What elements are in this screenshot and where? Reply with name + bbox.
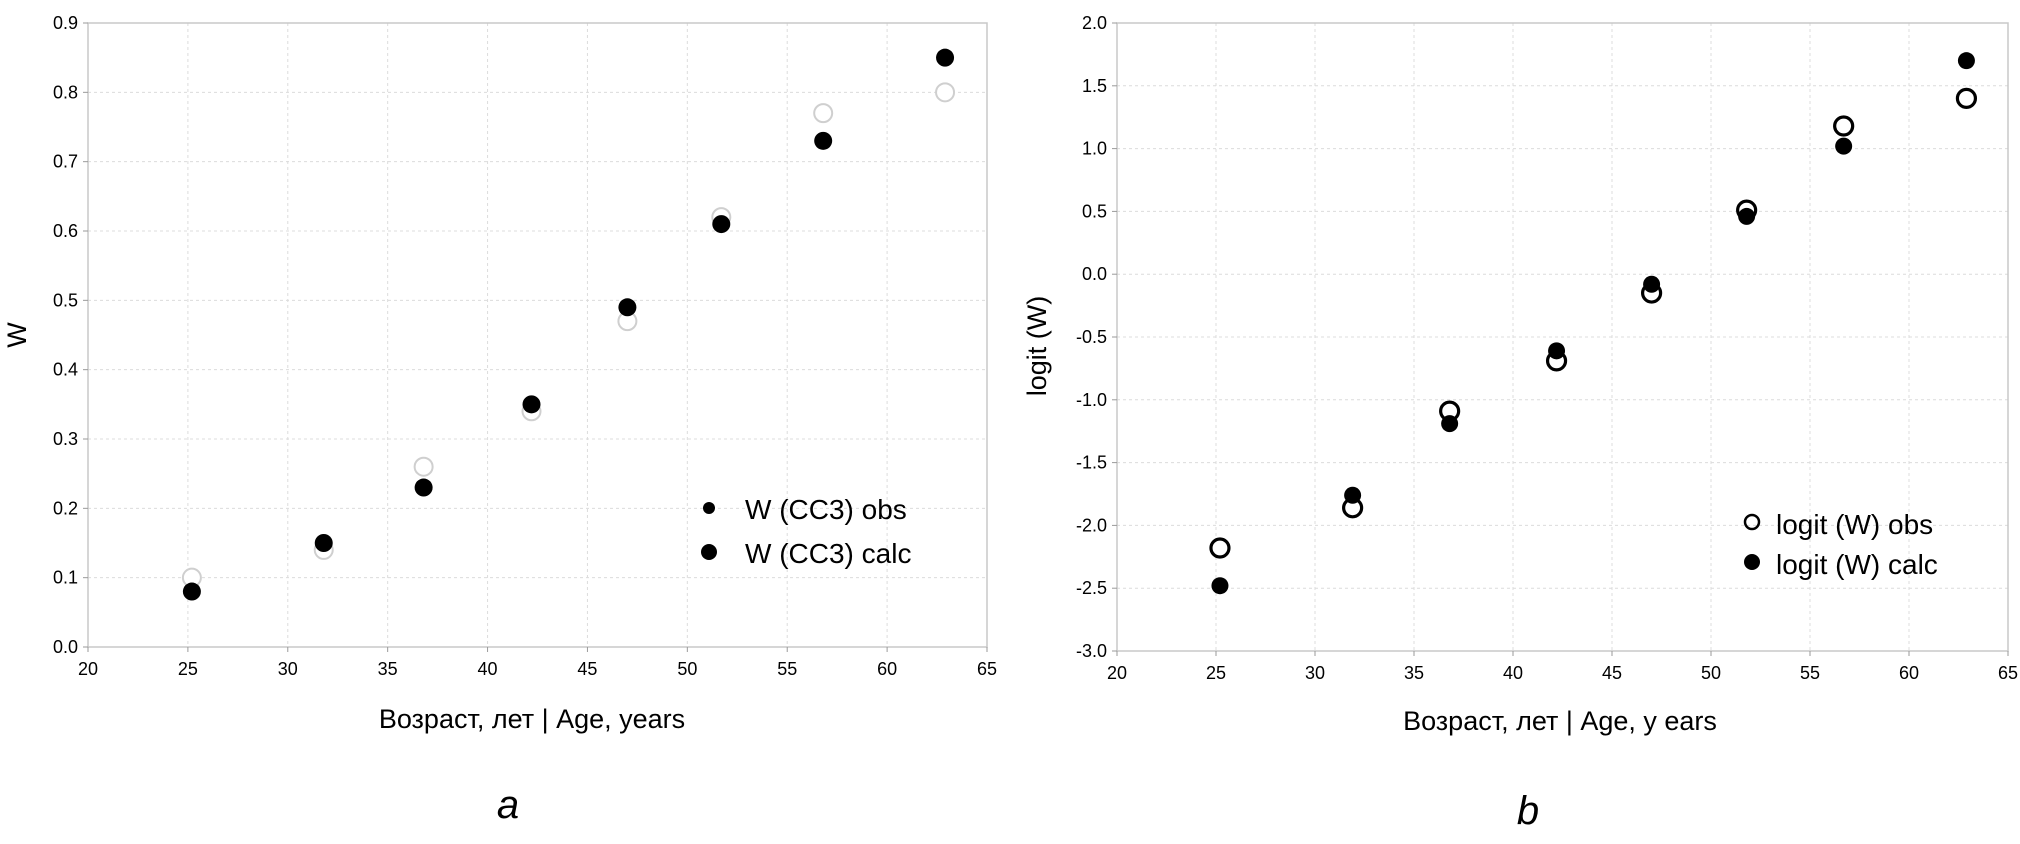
chart-a-legend-calc-label: W (CC3) calc [745, 538, 911, 569]
chart-a-y-tick-label: 0.3 [53, 429, 78, 449]
chart-a-x-tick-label: 20 [78, 659, 98, 679]
chart-a-legend: W (CC3) obs W (CC3) calc [701, 494, 911, 569]
chart-b-y-tick-label: -3.0 [1076, 641, 1107, 661]
chart-a-y-tick-label: 0.0 [53, 637, 78, 657]
chart-b-x-tick-label: 30 [1305, 663, 1325, 683]
chart-a-y-tick-label: 0.9 [53, 13, 78, 33]
chart-b-calc-point [1835, 137, 1853, 155]
chart-a-calc-point [712, 215, 731, 234]
chart-a-obs-point [813, 103, 834, 124]
chart-a-age-vs-w: 20 25 30 35 40 45 50 55 60 65 0.0 0.1 0.2 0.3 0.4 0.5 0.… [2, 13, 997, 827]
chart-b-calc-point [1211, 577, 1229, 595]
chart-b-y-tick-label: -2.0 [1076, 515, 1107, 535]
chart-b-x-tick-label: 55 [1800, 663, 1820, 683]
chart-a-legend-calc-marker [701, 544, 717, 560]
chart-b-obs-point [1833, 115, 1855, 137]
chart-b-x-axis-label: Возраст, лет | Age, y ears [1403, 706, 1717, 736]
chart-a-ticks: 20 25 30 35 40 45 50 55 60 65 0.0 0.1 0.2 0.3 0.4 0.5 0.… [53, 13, 997, 679]
chart-b-y-tick-label: 2.0 [1082, 13, 1107, 33]
chart-a-y-tick-label: 0.7 [53, 152, 78, 172]
chart-b-y-tick-label: -1.5 [1076, 453, 1107, 473]
chart-b-y-tick-label: 0.5 [1082, 201, 1107, 221]
chart-b-y-axis-label: logit (W) [1022, 296, 1052, 397]
chart-b-legend-obs-label: logit (W) obs [1776, 509, 1933, 540]
chart-a-legend-obs-marker [703, 502, 715, 514]
chart-a-obs-point [413, 456, 434, 477]
chart-b-x-tick-label: 60 [1899, 663, 1919, 683]
chart-b-ticks: 20 25 30 35 40 45 50 55 60 65 -3.0 -2.5 -2.0 -1.5 -1.0… [1076, 13, 2018, 683]
chart-a-y-tick-label: 0.4 [53, 360, 78, 380]
chart-b-x-tick-label: 50 [1701, 663, 1721, 683]
chart-a-plot-frame [87, 22, 988, 648]
chart-a-y-tick-label: 0.2 [53, 498, 78, 518]
chart-a-calc-point [814, 131, 833, 150]
chart-b-legend: logit (W) obs logit (W) calc [1743, 509, 1938, 580]
chart-a-calc-point [314, 534, 333, 552]
chart-b-calc-point [1643, 275, 1661, 293]
chart-b-points [1209, 52, 1978, 595]
chart-b-calc-point [1548, 342, 1566, 360]
chart-b-y-tick-label: 1.5 [1082, 76, 1107, 96]
chart-a-y-tick-label: 0.8 [53, 82, 78, 102]
chart-b-x-tick-label: 35 [1404, 663, 1424, 683]
chart-a-y-tick-label: 0.1 [53, 568, 78, 588]
chart-a-x-tick-label: 65 [977, 659, 997, 679]
chart-a-obs-point [935, 82, 956, 103]
chart-a-y-tick-label: 0.6 [53, 221, 78, 241]
chart-b-x-tick-label: 20 [1107, 663, 1127, 683]
chart-a-x-tick-label: 30 [278, 659, 298, 679]
chart-b-legend-obs-marker [1743, 513, 1761, 531]
chart-a-x-tick-label: 45 [577, 659, 597, 679]
chart-a-x-tick-label: 35 [378, 659, 398, 679]
chart-b-y-tick-label: 0.0 [1082, 264, 1107, 284]
chart-a-panel-letter: a [497, 783, 519, 827]
chart-a-legend-obs-label: W (CC3) obs [745, 494, 907, 525]
chart-b-x-tick-label: 25 [1206, 663, 1226, 683]
chart-a-calc-point [618, 298, 637, 317]
chart-b-age-vs-logit-w: 20 25 30 35 40 45 50 55 60 65 -3.0 -2.5 -2.0 -1.5 -1.0… [1022, 13, 2018, 833]
chart-a-calc-point [414, 478, 433, 497]
chart-a-y-axis-label: W [2, 322, 32, 348]
chart-b-obs-point [1209, 537, 1231, 559]
chart-b-x-tick-label: 40 [1503, 663, 1523, 683]
chart-b-y-tick-label: 1.0 [1082, 139, 1107, 159]
chart-a-x-tick-label: 25 [178, 659, 198, 679]
chart-a-x-tick-label: 60 [877, 659, 897, 679]
chart-b-y-tick-label: -0.5 [1076, 327, 1107, 347]
chart-a-calc-point [522, 395, 541, 414]
chart-b-legend-calc-label: logit (W) calc [1776, 549, 1938, 580]
chart-b-panel-letter: b [1517, 789, 1539, 833]
chart-b-legend-calc-marker [1744, 554, 1760, 570]
chart-a-x-tick-label: 40 [478, 659, 498, 679]
chart-b-y-tick-label: -2.5 [1076, 578, 1107, 598]
chart-b-x-tick-label: 45 [1602, 663, 1622, 683]
chart-b-calc-point [1957, 52, 1975, 70]
chart-b-obs-point [1955, 87, 1978, 109]
chart-a-calc-point [182, 582, 201, 601]
chart-a-y-tick-label: 0.5 [53, 290, 78, 310]
chart-a-x-tick-label: 55 [777, 659, 797, 679]
chart-b-y-tick-label: -1.0 [1076, 390, 1107, 410]
chart-b-calc-point [1344, 486, 1362, 504]
chart-b-calc-point [1441, 415, 1459, 433]
chart-a-x-tick-label: 50 [677, 659, 697, 679]
chart-a-x-axis-label: Возраст, лет | Age, years [379, 704, 685, 734]
chart-b-x-tick-label: 65 [1998, 663, 2018, 683]
chart-b-calc-point [1738, 207, 1756, 225]
chart-a-points [181, 48, 956, 601]
chart-a-calc-point [936, 48, 955, 67]
